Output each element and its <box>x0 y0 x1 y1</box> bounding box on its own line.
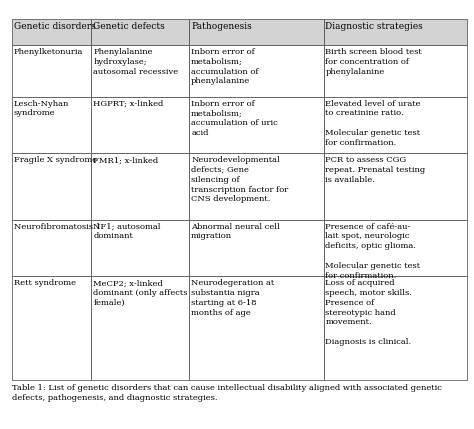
Bar <box>189 45 324 97</box>
Text: Genetic defects: Genetic defects <box>93 22 165 31</box>
Text: Genetic disorders: Genetic disorders <box>14 22 95 31</box>
Bar <box>12 276 91 380</box>
Text: PCR to assess CGG
repeat. Prenatal testing
is available.: PCR to assess CGG repeat. Prenatal testi… <box>326 156 426 184</box>
Bar <box>12 153 91 220</box>
Text: Neurodevelopmental
defects; Gene
silencing of
transcription factor for
CNS devel: Neurodevelopmental defects; Gene silenci… <box>191 156 289 203</box>
Text: Presence of café-au-
lait spot, neurologic
deficits, optic glioma.

Molecular ge: Presence of café-au- lait spot, neurolog… <box>326 223 420 280</box>
Bar <box>189 19 324 45</box>
Text: Diagnostic strategies: Diagnostic strategies <box>326 22 423 31</box>
Bar <box>189 220 324 276</box>
Text: Neurodegeration at
substantia nigra
starting at 6-18
months of age: Neurodegeration at substantia nigra star… <box>191 279 274 317</box>
Bar <box>12 45 91 97</box>
Bar <box>324 153 467 220</box>
Text: Phenylketonuria: Phenylketonuria <box>14 48 83 56</box>
Bar <box>189 276 324 380</box>
Bar <box>12 19 91 45</box>
Bar <box>91 45 189 97</box>
Bar <box>324 45 467 97</box>
Text: NF1; autosomal
dominant: NF1; autosomal dominant <box>93 223 161 241</box>
Bar <box>12 97 91 153</box>
Text: Rett syndrome: Rett syndrome <box>14 279 76 287</box>
Text: Loss of acquired
speech, motor skills.
Presence of
stereotypic hand
movement.

D: Loss of acquired speech, motor skills. P… <box>326 279 412 346</box>
Bar <box>91 97 189 153</box>
Text: Abnormal neural cell
migration: Abnormal neural cell migration <box>191 223 280 241</box>
Bar <box>324 220 467 276</box>
Text: Table 1: List of genetic disorders that can cause intellectual disability aligne: Table 1: List of genetic disorders that … <box>12 384 442 402</box>
Bar <box>91 153 189 220</box>
Text: Birth screen blood test
for concentration of
phenylalanine: Birth screen blood test for concentratio… <box>326 48 422 76</box>
Text: FMR1; x-linked: FMR1; x-linked <box>93 156 159 164</box>
Text: Neurofibromatosis 1: Neurofibromatosis 1 <box>14 223 101 231</box>
Bar <box>324 19 467 45</box>
Text: MeCP2; x-linked
dominant (only affects
female): MeCP2; x-linked dominant (only affects f… <box>93 279 188 307</box>
Text: Elevated level of urate
to creatinine ratio.

Molecular genetic test
for confirm: Elevated level of urate to creatinine ra… <box>326 100 421 147</box>
Bar <box>189 97 324 153</box>
Text: HGPRT; x-linked: HGPRT; x-linked <box>93 100 164 108</box>
Bar <box>91 19 189 45</box>
Text: Fragile X syndrome: Fragile X syndrome <box>14 156 97 164</box>
Text: Pathogenesis: Pathogenesis <box>191 22 252 31</box>
Bar <box>189 153 324 220</box>
Text: Lesch-Nyhan
syndrome: Lesch-Nyhan syndrome <box>14 100 69 118</box>
Bar <box>91 220 189 276</box>
Bar <box>324 97 467 153</box>
Bar <box>91 276 189 380</box>
Text: Inborn error of
metabolism;
accumulation of
phenylalanine: Inborn error of metabolism; accumulation… <box>191 48 259 85</box>
Bar <box>12 220 91 276</box>
Bar <box>324 276 467 380</box>
Text: Phenylalanine
hydroxylase;
autosomal recessive: Phenylalanine hydroxylase; autosomal rec… <box>93 48 179 76</box>
Text: Inborn error of
metabolism;
accumulation of uric
acid: Inborn error of metabolism; accumulation… <box>191 100 278 137</box>
